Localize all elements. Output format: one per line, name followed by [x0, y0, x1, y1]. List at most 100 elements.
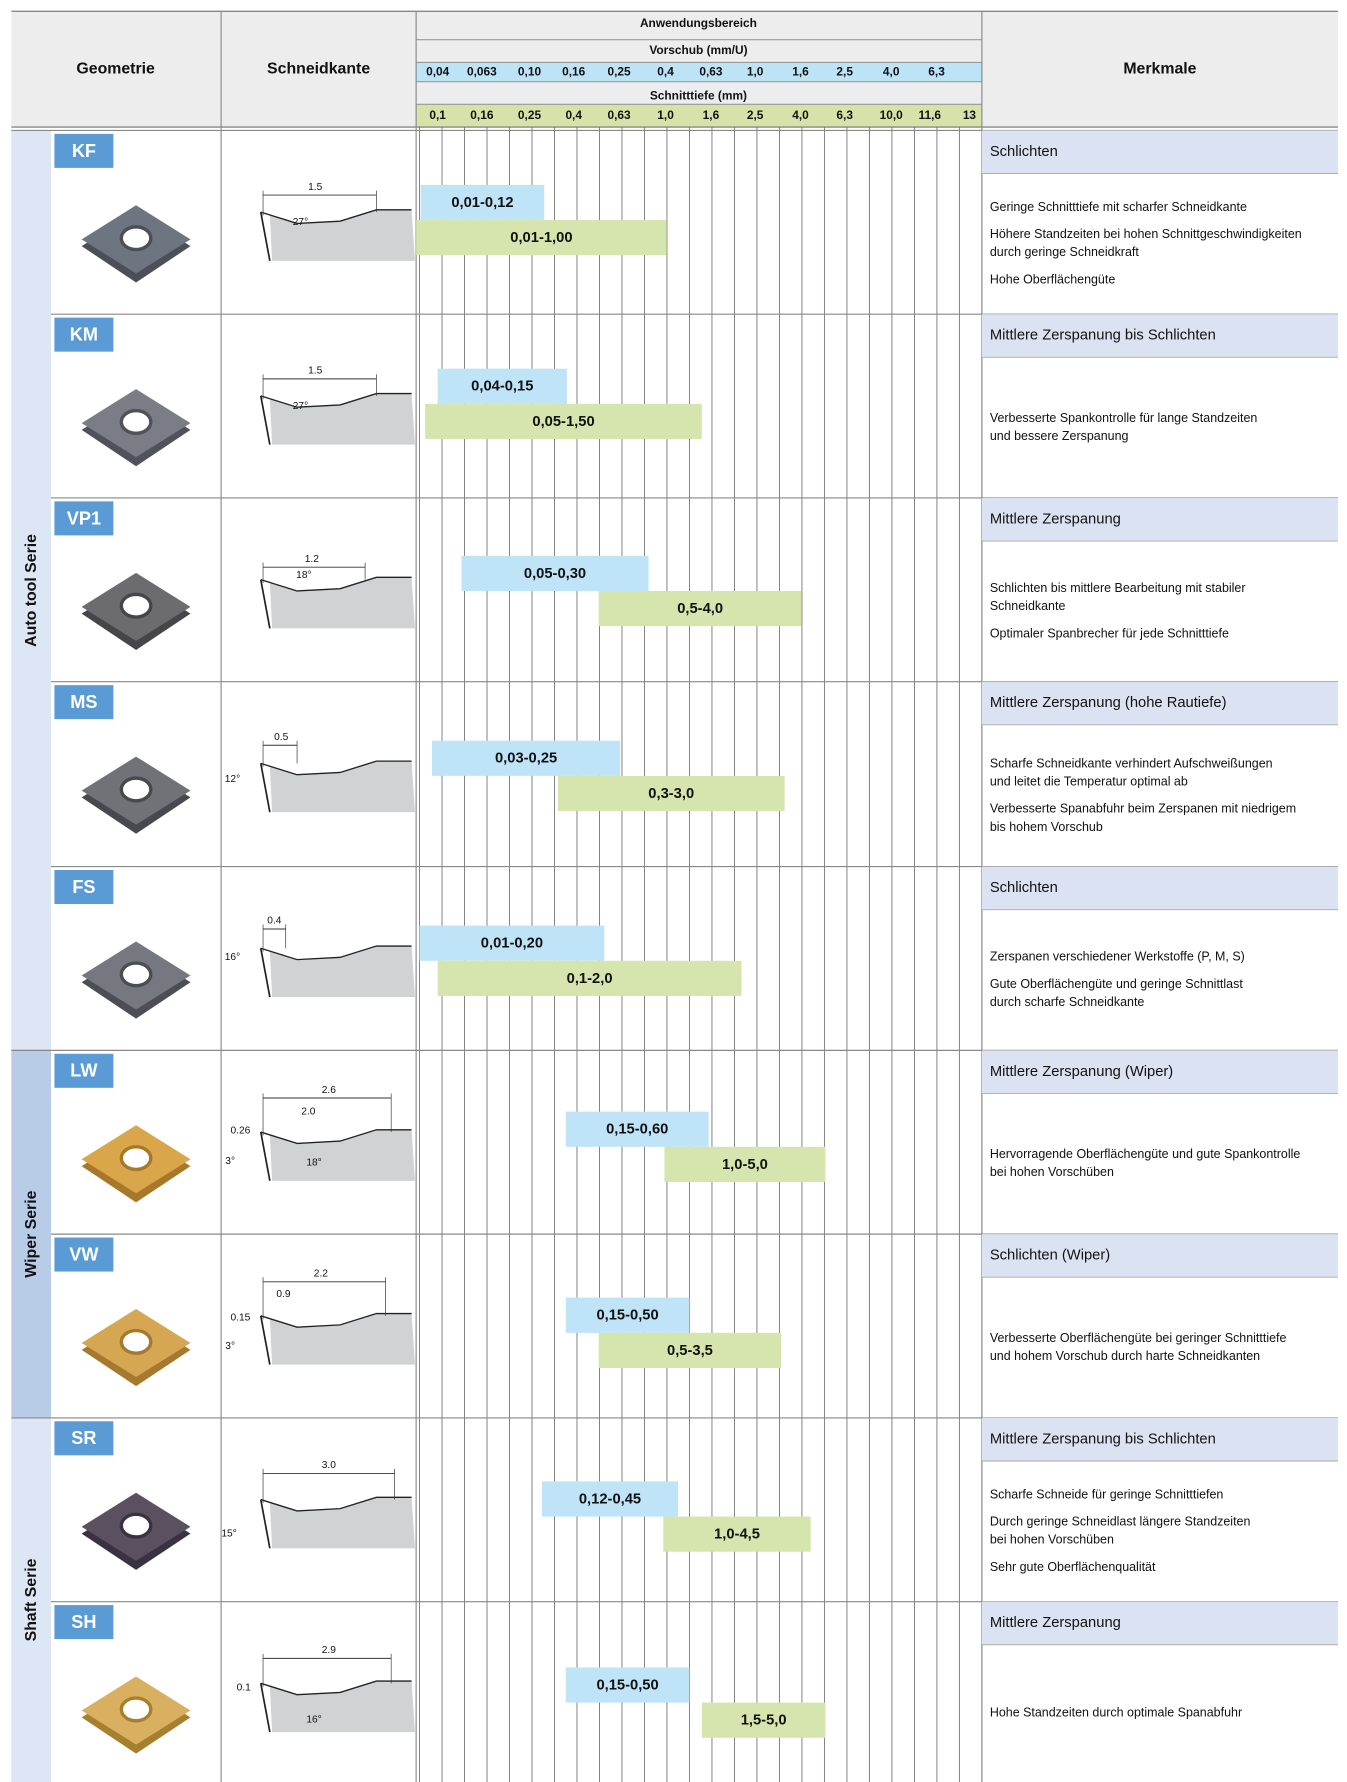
feature-note: Scharfe Schneidkante verhindert Aufschwe…	[990, 756, 1273, 770]
dim-label: 3°	[225, 1156, 235, 1167]
group-label: Auto tool Serie	[23, 534, 40, 647]
edge-flank	[259, 763, 271, 813]
geometry-tag	[54, 501, 114, 536]
depth-range-label: 1,5-5,0	[741, 1713, 787, 1729]
feature-note: durch geringe Schneidkraft	[990, 245, 1140, 259]
depth-tick: 11,6	[918, 108, 941, 122]
insert-hole	[119, 961, 153, 988]
depth-tick: 1,6	[703, 108, 720, 122]
group-bg	[11, 1417, 52, 1782]
depth-range-label: 0,1-2,0	[567, 971, 613, 987]
header-schneidkante: Schneidkante	[267, 60, 370, 77]
feed-range	[431, 740, 621, 776]
feature-title: Mittlere Zerspanung bis Schlichten	[990, 328, 1216, 344]
depth-range	[557, 775, 785, 812]
header-geometrie: Geometrie	[76, 60, 155, 77]
geometry-name: VW	[69, 1244, 99, 1264]
feature-note: Hervorragende Oberflächengüte und gute S…	[990, 1147, 1301, 1161]
group-bg	[11, 1050, 52, 1418]
dim-label: 3°	[225, 1341, 235, 1352]
feature-note: Hohe Standzeiten durch optimale Spanabfu…	[990, 1706, 1242, 1720]
feed-tick: 4,0	[883, 65, 900, 79]
geometry-tag	[54, 685, 114, 720]
dim-label: 0.15	[230, 1313, 250, 1324]
edge-profile	[269, 1129, 415, 1181]
feature-note: Verbesserte Spanabfuhr beim Zerspanen mi…	[990, 802, 1296, 816]
dim-label: 0.26	[230, 1126, 250, 1137]
geometry-name: MS	[70, 692, 97, 712]
depth-range	[664, 1146, 826, 1182]
edge-profile	[269, 1497, 415, 1549]
depth-tick: 0,63	[608, 108, 632, 122]
feed-range-label: 0,05-0,30	[524, 566, 586, 582]
geometry-name: FS	[72, 877, 95, 897]
feed-range-label: 0,15-0,60	[606, 1122, 668, 1138]
depth-range	[437, 960, 742, 996]
group-bg	[11, 130, 52, 1051]
feature-note: Verbesserte Spankontrolle für lange Stan…	[990, 411, 1258, 425]
feature-note: Geringe Schnitttiefe mit scharfer Schnei…	[990, 200, 1247, 214]
feed-tick: 0,063	[467, 65, 497, 79]
feature-note: Scharfe Schneide für geringe Schnitttief…	[990, 1487, 1224, 1501]
feature-title-bg	[981, 681, 1338, 725]
edge-profile	[269, 761, 415, 813]
feature-note: Optimaler Spanbrecher für jede Schnittti…	[990, 626, 1229, 640]
depth-tick: 13	[963, 108, 977, 122]
geometry-tag	[54, 1053, 114, 1088]
feed-range	[461, 555, 649, 591]
feed-range-label: 0,12-0,45	[579, 1491, 641, 1507]
edge-line	[260, 1312, 412, 1328]
feed-range	[565, 1297, 690, 1333]
edge-line	[260, 392, 412, 408]
header-schnitttiefe: Schnitttiefe (mm)	[650, 89, 747, 103]
edge-flank	[259, 1499, 271, 1549]
feed-range-label: 0,01-0,20	[481, 936, 543, 952]
depth-tick: 0,4	[565, 108, 582, 122]
depth-tick: 4,0	[792, 108, 809, 122]
feature-title: Mittlere Zerspanung	[990, 1615, 1121, 1631]
feature-note: Schlichten bis mittlere Bearbeitung mit …	[990, 581, 1246, 595]
feature-title-bg	[981, 1417, 1338, 1461]
dim-label: 0.1	[237, 1683, 251, 1694]
geometry-tag	[54, 317, 114, 352]
depth-range	[598, 1332, 782, 1368]
dim-label: 15°	[221, 1528, 236, 1539]
dim-label: 1.2	[305, 554, 319, 565]
insert-hole	[119, 776, 153, 803]
feature-note: bei hohen Vorschüben	[990, 1165, 1114, 1179]
edge-line	[260, 576, 412, 592]
geometry-tag	[54, 1605, 114, 1640]
feed-tick: 1,6	[792, 65, 809, 79]
geometry-name: KM	[70, 325, 98, 345]
feature-note: Sehr gute Oberflächenqualität	[990, 1560, 1156, 1574]
feature-note: und leitet die Temperatur optimal ab	[990, 774, 1188, 788]
geometry-name: LW	[70, 1061, 98, 1081]
dim-label: 0.9	[276, 1289, 290, 1300]
feed-range-label: 0,15-0,50	[596, 1308, 658, 1324]
feed-range-label: 0,15-0,50	[596, 1677, 658, 1693]
edge-line	[260, 1680, 412, 1696]
depth-range-label: 0,5-4,0	[677, 601, 723, 617]
feed-band	[416, 62, 982, 82]
header-anwendung: Anwendungsbereich	[640, 16, 757, 30]
feature-title-bg	[981, 866, 1338, 910]
insert-hole	[119, 225, 153, 252]
depth-range	[701, 1702, 826, 1738]
feature-note: Schneidkante	[990, 599, 1066, 613]
feature-title-bg	[981, 497, 1338, 542]
feature-title: Mittlere Zerspanung (Wiper)	[990, 1064, 1173, 1080]
feature-title: Schlichten	[990, 144, 1058, 160]
dim-label: 1.5	[308, 366, 322, 377]
feature-title: Schlichten (Wiper)	[990, 1248, 1110, 1264]
feed-range-label: 0,04-0,15	[471, 379, 533, 395]
feature-title: Schlichten	[990, 880, 1058, 896]
dim-label: 2.2	[314, 1269, 328, 1280]
dim-label: 2.6	[322, 1085, 336, 1096]
depth-tick: 0,25	[518, 108, 542, 122]
feed-tick: 0,63	[699, 65, 723, 79]
dim-label: 18°	[296, 570, 311, 581]
dim-label: 0.5	[274, 732, 288, 743]
feed-range	[565, 1667, 690, 1703]
